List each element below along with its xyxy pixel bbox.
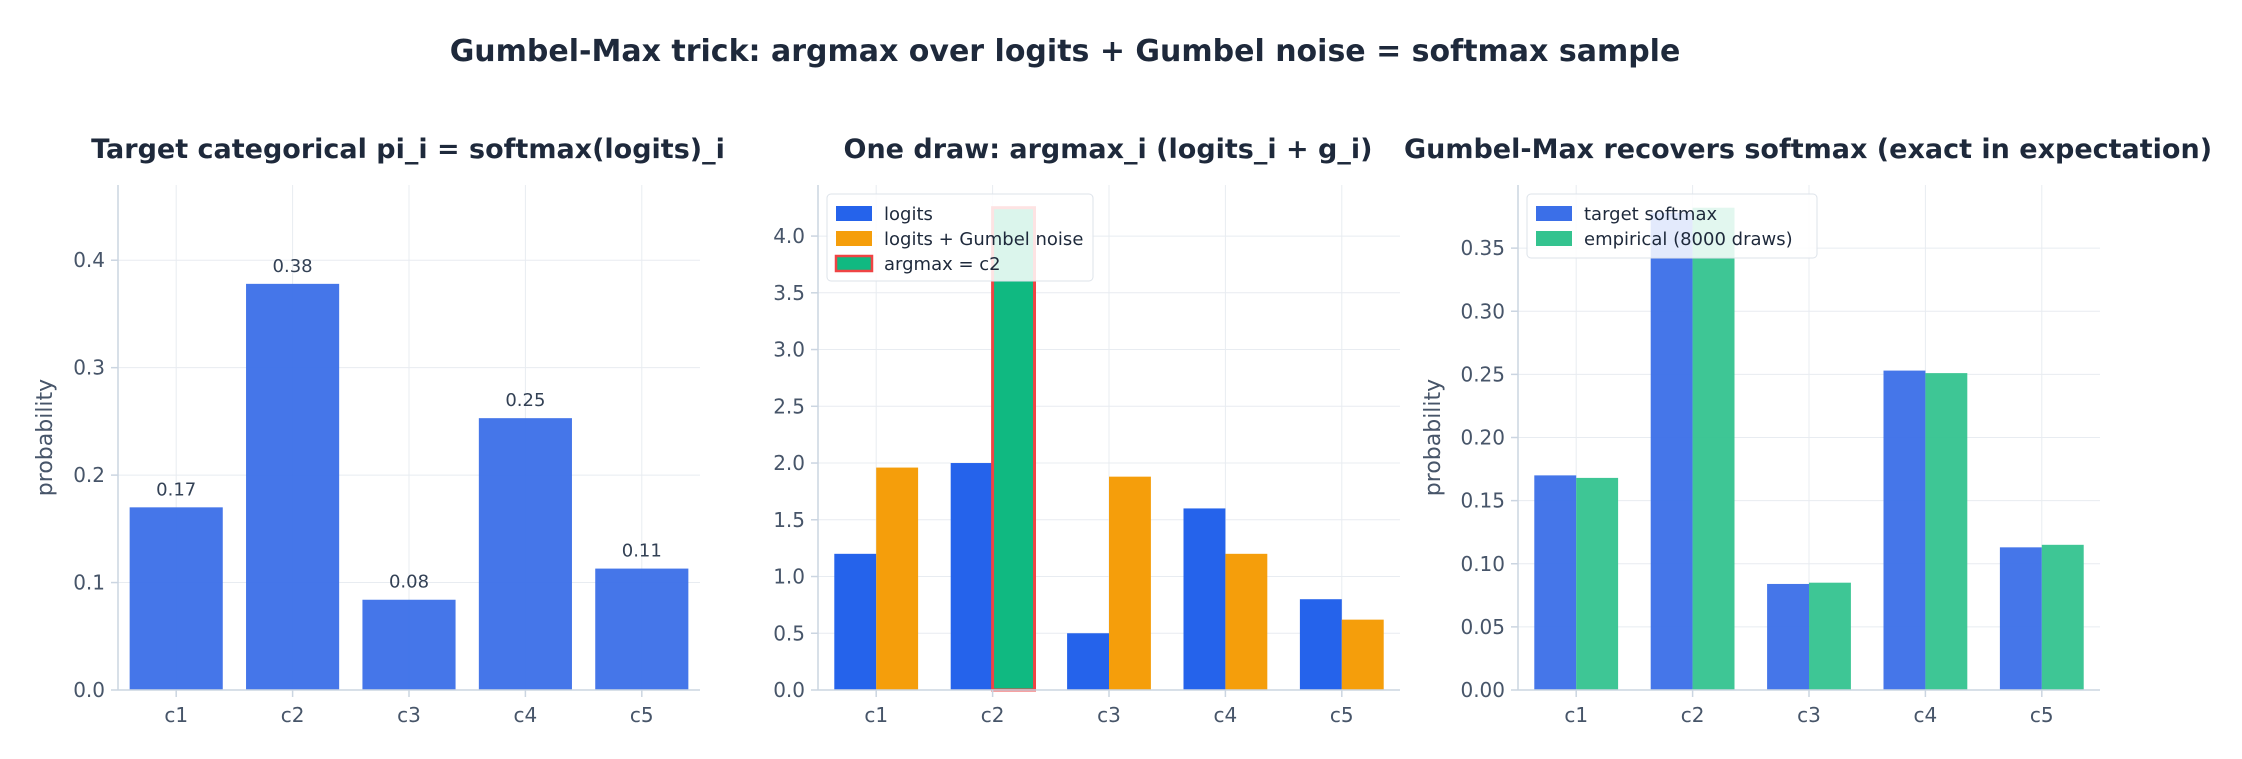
bar-c2 bbox=[246, 283, 340, 690]
bar-s2-c5 bbox=[1341, 619, 1384, 690]
x-tick-label: c4 bbox=[1214, 703, 1238, 727]
y-tick-label: 2.5 bbox=[773, 394, 805, 418]
figure-title: Gumbel-Max trick: argmax over logits + G… bbox=[450, 34, 1681, 69]
bar-s1-c1 bbox=[834, 553, 877, 690]
x-tick-label: c4 bbox=[514, 703, 538, 727]
y-axis-label: probability bbox=[33, 379, 58, 496]
y-tick-label: 0.35 bbox=[1460, 236, 1505, 260]
bar-s1-c3 bbox=[1767, 583, 1809, 690]
x-tick-label: c3 bbox=[397, 703, 421, 727]
x-tick-label: c1 bbox=[164, 703, 188, 727]
legend-entry-2: logits + Gumbel noise bbox=[884, 229, 1083, 250]
y-tick-label: 0.15 bbox=[1460, 489, 1505, 513]
y-tick-label: 0.0 bbox=[73, 678, 105, 702]
bar-s2-c5 bbox=[2041, 544, 2084, 690]
y-tick-label: 1.5 bbox=[773, 508, 805, 532]
bar-c3 bbox=[362, 599, 456, 690]
data-label: 0.11 bbox=[622, 541, 662, 562]
x-tick-label: c2 bbox=[981, 703, 1005, 727]
legend-swatch-1 bbox=[836, 206, 872, 221]
panel-title: Target categorical pi_i = softmax(logits… bbox=[91, 134, 725, 165]
bar-s1-c4 bbox=[1883, 370, 1926, 690]
y-tick-label: 2.0 bbox=[773, 451, 805, 475]
y-tick-label: 0.05 bbox=[1460, 615, 1505, 639]
bar-s2-c3 bbox=[1109, 476, 1151, 690]
panel-title: One draw: argmax_i (logits_i + g_i) bbox=[844, 134, 1373, 165]
bar-s2-c4 bbox=[1925, 373, 1968, 690]
y-tick-label: 0.25 bbox=[1460, 362, 1505, 386]
data-label: 0.25 bbox=[505, 390, 545, 411]
y-tick-label: 0.4 bbox=[73, 248, 105, 272]
y-tick-label: 4.0 bbox=[773, 224, 805, 248]
x-tick-label: c1 bbox=[1564, 703, 1588, 727]
legend-entry-2: empirical (8000 draws) bbox=[1584, 229, 1793, 250]
y-tick-label: 0.1 bbox=[73, 571, 105, 595]
legend-frame bbox=[1526, 193, 1818, 259]
y-tick-label: 3.0 bbox=[773, 338, 805, 362]
bar-s1-c4 bbox=[1183, 508, 1226, 690]
bar-c5 bbox=[595, 568, 689, 690]
x-tick-label: c3 bbox=[1797, 703, 1821, 727]
y-tick-label: 0.5 bbox=[773, 621, 805, 645]
chart-panel-one-draw: One draw: argmax_i (logits_i + g_i) 0.0 0.… bbox=[773, 134, 1400, 727]
data-label: 0.17 bbox=[156, 479, 196, 500]
legend-entry-1: logits bbox=[884, 204, 933, 225]
x-tick-label: c2 bbox=[1681, 703, 1705, 727]
bar-s2-c1 bbox=[1576, 477, 1619, 690]
x-tick-label: c5 bbox=[1330, 703, 1354, 727]
y-tick-label: 0.00 bbox=[1460, 678, 1505, 702]
bar-s1-c2 bbox=[950, 463, 993, 690]
x-tick-label: c3 bbox=[1097, 703, 1121, 727]
bar-s1-c1 bbox=[1534, 475, 1577, 690]
panel-title: Gumbel-Max recovers softmax (exact in ex… bbox=[1404, 134, 2212, 165]
legend: logits logits + Gumbel noise argmax = c2 bbox=[826, 193, 1094, 282]
y-axis-label: probability bbox=[1421, 379, 1446, 496]
y-tick-label: 0.10 bbox=[1460, 552, 1505, 576]
legend: target softmax empirical (8000 draws) bbox=[1526, 193, 1818, 259]
y-tick-label: 0.0 bbox=[773, 678, 805, 702]
data-label: 0.08 bbox=[389, 572, 429, 593]
bar-c4 bbox=[478, 418, 572, 690]
legend-entry-1: target softmax bbox=[1584, 204, 1717, 225]
y-tick-label: 0.3 bbox=[73, 356, 105, 380]
bar-s1-c3 bbox=[1067, 633, 1109, 690]
x-tick-label: c5 bbox=[2030, 703, 2054, 727]
bar-s1-c2 bbox=[1650, 212, 1693, 690]
bar-s1-c5 bbox=[1299, 599, 1342, 690]
y-tick-label: 1.0 bbox=[773, 565, 805, 589]
legend-swatch-2 bbox=[836, 231, 872, 246]
legend-swatch-3 bbox=[834, 254, 874, 273]
bar-s2-c2 bbox=[1692, 207, 1735, 690]
bar-c1 bbox=[129, 507, 223, 690]
bar-s2-c3 bbox=[1809, 582, 1851, 690]
bar-s1-c5 bbox=[1999, 547, 2042, 690]
y-tick-label: 0.2 bbox=[73, 463, 105, 487]
legend-entry-3: argmax = c2 bbox=[884, 254, 1001, 275]
data-label: 0.38 bbox=[273, 256, 313, 277]
x-tick-label: c1 bbox=[864, 703, 888, 727]
x-tick-label: c2 bbox=[281, 703, 305, 727]
legend-swatch-1 bbox=[1536, 206, 1572, 221]
legend-frame bbox=[826, 193, 1094, 282]
chart-panel-gumbel-max-recovery: Gumbel-Max recovers softmax (exact in ex… bbox=[1404, 134, 2212, 727]
x-tick-label: c4 bbox=[1914, 703, 1938, 727]
y-tick-label: 0.30 bbox=[1460, 299, 1505, 323]
bar-s2-c1 bbox=[876, 467, 919, 690]
legend-swatch-2 bbox=[1536, 231, 1572, 246]
chart-panel-target-categorical: Target categorical pi_i = softmax(logits… bbox=[33, 134, 725, 727]
bar-s2-c4 bbox=[1225, 553, 1268, 690]
x-tick-label: c5 bbox=[630, 703, 654, 727]
y-tick-label: 0.20 bbox=[1460, 426, 1505, 450]
y-tick-label: 3.5 bbox=[773, 281, 805, 305]
